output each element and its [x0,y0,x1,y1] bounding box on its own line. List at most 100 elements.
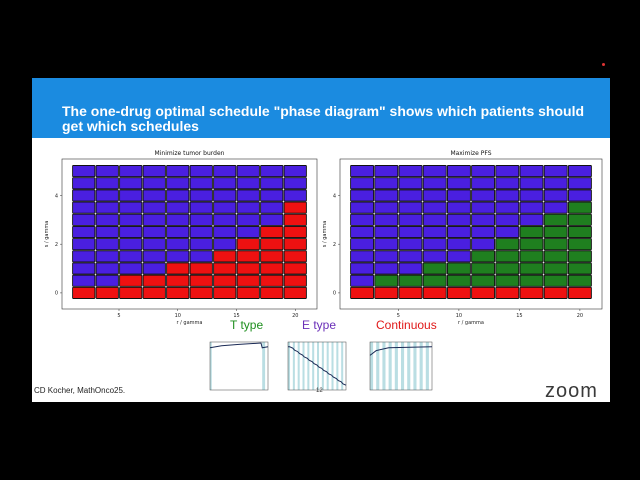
heatmap-cell [236,201,260,214]
heatmap-cell [543,189,568,202]
x-tick-label: 10 [175,313,181,319]
heatmap-cell [398,213,423,226]
dose-bar [388,342,392,390]
heatmap-cell [119,286,143,299]
heatmap-cell [119,165,143,178]
heatmap-cell [72,225,96,239]
heatmap-cell [374,177,399,190]
heatmap-cell [283,213,307,226]
heatmap-cell [471,274,496,287]
heatmap-cell [471,165,496,178]
x-tick-label: 20 [577,313,583,319]
x-tick-label: 10 [456,313,462,319]
heatmap-cell [519,262,544,275]
x-tick-label: 15 [233,313,239,319]
heatmap-cell [166,165,190,178]
y-tick-label: 0 [55,291,58,297]
heatmap-cell [519,274,544,287]
heatmap-cell [519,189,544,202]
plot-frame [61,158,318,310]
page-number: 12 [316,388,323,394]
slide-title: The one-drug optimal schedule "phase dia… [62,103,585,134]
heatmap-cell [374,165,399,178]
heatmap-cell [260,189,284,202]
heatmap-cell [142,177,166,190]
heatmap-cell [543,238,568,251]
heatmap-cell [119,225,143,239]
heatmap-cell [213,286,237,299]
heatmap-cell [213,238,237,251]
heatmap-cell [119,189,143,202]
heatmap-cell [350,189,375,202]
heatmap-cell [374,262,399,275]
heatmap-cell [519,225,544,239]
heatmap-cell [567,286,592,299]
heatmap-cell [283,274,307,287]
dose-bar [341,342,344,390]
heatmap-cell [166,225,190,239]
heatmap-cell [422,213,447,226]
heatmap-cell [422,250,447,263]
heatmap-cell [471,250,496,263]
heatmap-cell [471,225,496,239]
x-tick-label: 5 [117,313,120,319]
heatmap-cell [471,213,496,226]
heatmap-cell [519,286,544,299]
heatmap-cell [119,262,143,275]
heatmap-cell [519,201,544,214]
heatmap-cell [471,262,496,275]
dose-bar [262,342,266,390]
heatmap-cell [95,238,119,251]
heatmap-cell [495,286,520,299]
heatmap-cell [95,250,119,263]
heatmap-cell [189,189,213,202]
heatmap-cell [283,201,307,214]
heatmap-cell [260,201,284,214]
heatmap-cell [72,286,96,299]
heatmap-cell [446,189,471,202]
dose-bar [297,342,300,390]
y-tick-label: 4 [333,193,336,199]
heatmap-cell [213,189,237,202]
heatmap-cell [422,262,447,275]
heatmap-cell [72,165,96,178]
heatmap-cell [567,201,592,214]
heatmap-cell [166,286,190,299]
heatmap-cell [260,274,284,287]
dose-bar [407,342,411,390]
thumbnail-background [280,328,352,398]
heatmap-cell [95,201,119,214]
x-axis-label: r / gamma [177,320,203,325]
heatmap-cell [189,238,213,251]
heatmap-cell [471,238,496,251]
y-axis-label: s / gamma [44,221,50,248]
tumor-curve [209,342,269,349]
heatmap-cell [471,286,496,299]
heatmap-cell [446,274,471,287]
heatmap-minimize-tumor-burden: Minimize tumor burden 5 10 15 20 0 2 4 r / gamma… [44,150,318,325]
heatmap-cell [189,250,213,263]
dose-bar [419,342,423,390]
heatmap-cell [446,177,471,190]
heatmap-cell [166,250,190,263]
dose-bar [321,342,324,390]
heatmap-cell [283,189,307,202]
heatmap-cell [95,225,119,239]
heatmap-cell [213,225,237,239]
dose-bar [302,342,305,390]
y-tick-label: 2 [333,242,336,248]
y-tick-label: 0 [333,291,336,297]
dose-bar [401,342,405,390]
heatmap-cell [567,213,592,226]
heatmap-cell [260,225,284,239]
heatmap-cell [543,262,568,275]
heatmap-cell [189,225,213,239]
heatmap-cell [495,201,520,214]
recording-indicator [602,63,605,66]
heatmap-cell [446,201,471,214]
heatmap-cell [422,238,447,251]
heatmap-cell [95,213,119,226]
heatmap-cell [72,177,96,190]
heatmap-cell [166,189,190,202]
heatmap-cell [398,225,423,239]
